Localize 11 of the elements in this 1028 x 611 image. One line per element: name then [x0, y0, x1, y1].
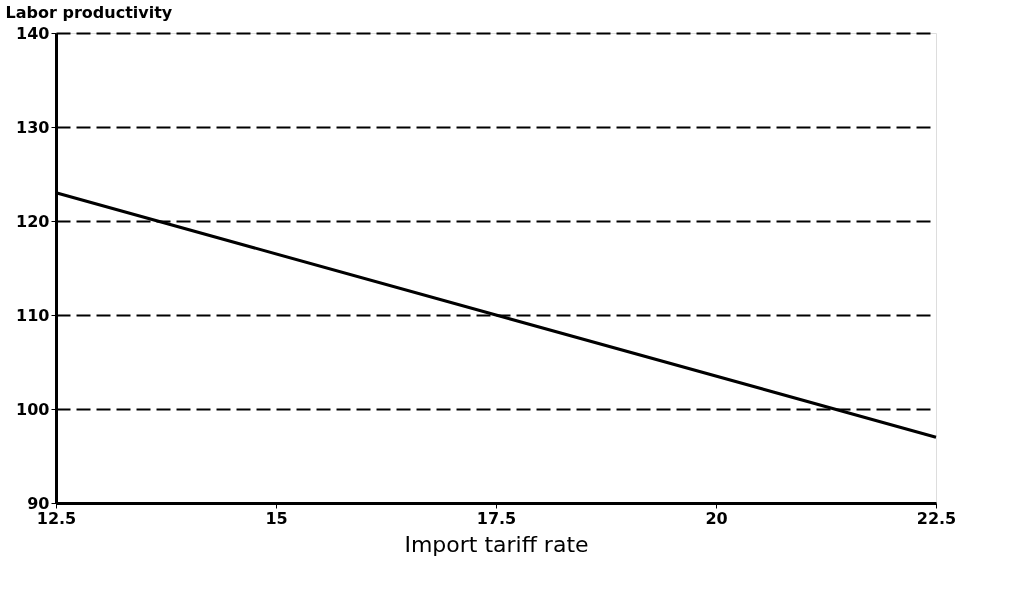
x-tick-label: 22.5 — [916, 508, 957, 528]
x-tick-label: 15 — [265, 508, 288, 528]
y-axis-title: Labor productivity — [5, 3, 173, 22]
x-axis-title: Import tariff rate — [404, 531, 589, 557]
x-tick-label: 20 — [705, 508, 728, 528]
x-tick-label: 17.5 — [476, 508, 517, 528]
y-tick-label: 120 — [16, 211, 50, 231]
y-tick-label: 110 — [16, 305, 50, 325]
y-tick-label: 100 — [16, 399, 50, 419]
y-tick-label: 130 — [16, 117, 50, 137]
y-tick-label: 140 — [16, 23, 50, 43]
